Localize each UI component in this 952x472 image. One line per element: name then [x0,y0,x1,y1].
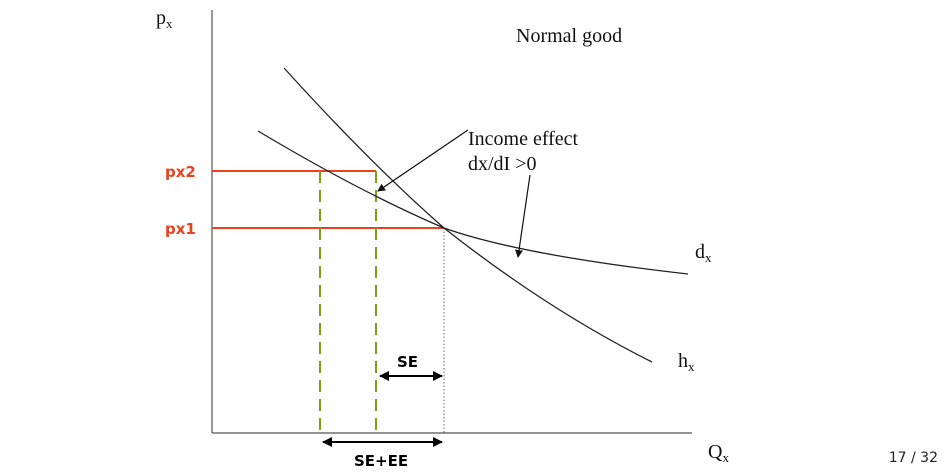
demand-curve-label: dx [695,241,712,265]
income-effect-arrow-right [515,174,531,258]
y-axis-label: px [156,7,173,31]
se-ee-label: SE+EE [354,452,408,470]
diagram-title: Normal good [516,25,622,47]
income-effect-arrow-left [377,129,469,192]
hicksian-curve [283,67,653,363]
income-effect-condition: dx/dI >0 [468,153,537,175]
px2-label: px2 [165,163,196,181]
demand-curve [257,130,689,275]
hicksian-curve-label: hx [678,350,695,374]
se-label: SE [397,353,418,371]
x-axis-label: Qx [708,441,729,465]
income-effect-label: Income effect [468,128,579,150]
page-number: 17 / 32 [888,450,938,466]
px1-label: px1 [165,220,196,238]
